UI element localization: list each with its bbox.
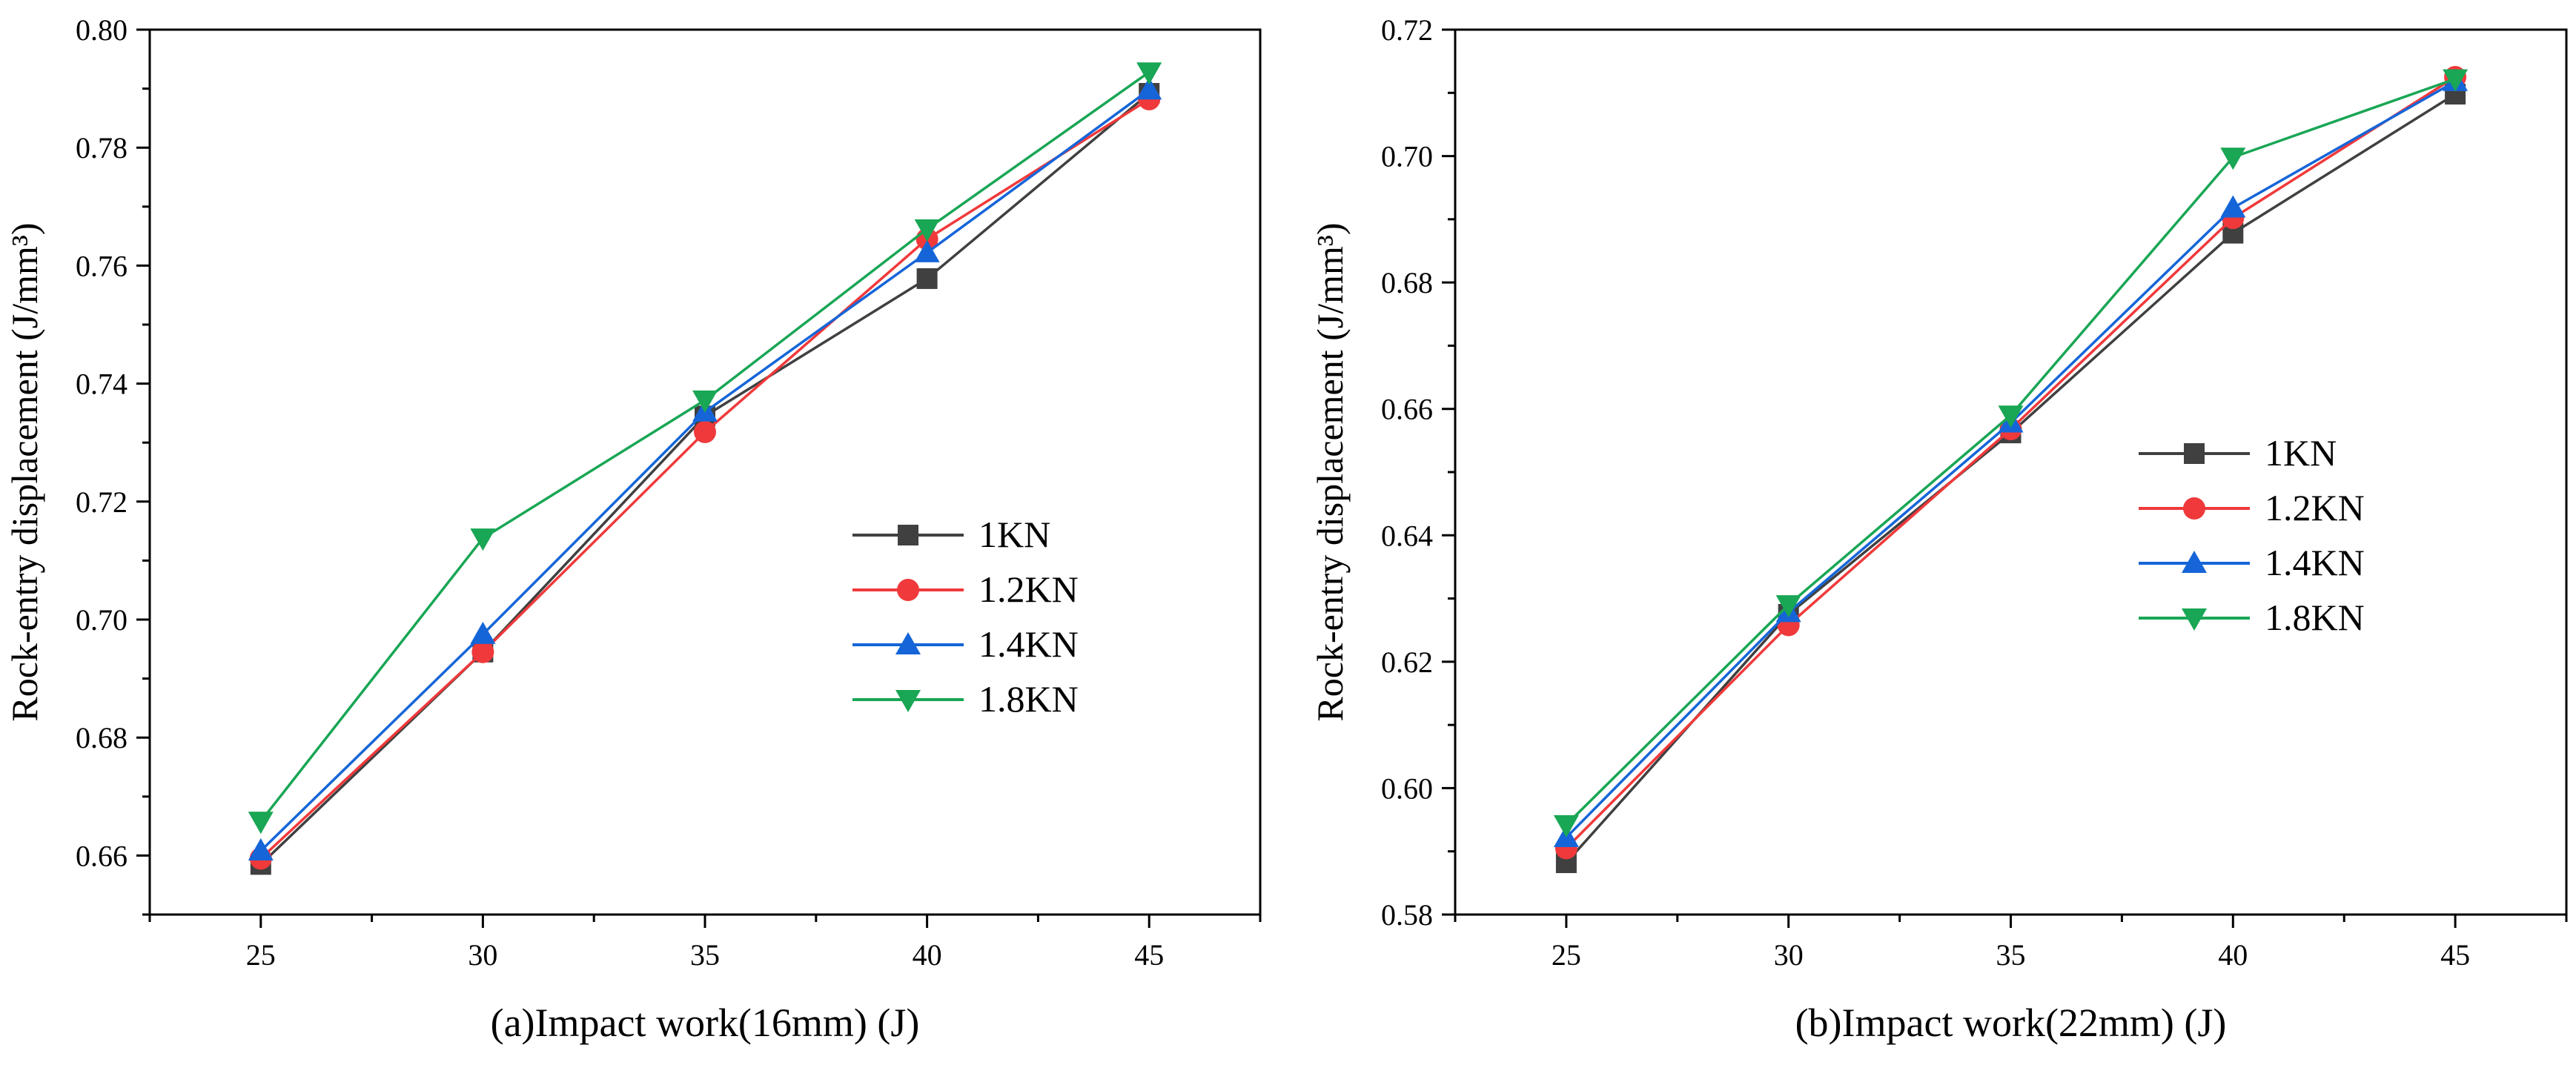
y-axis-label: Rock-entry displacement (J/mm³): [4, 222, 45, 721]
data-point: [1775, 595, 1801, 618]
x-tick-label: 35: [690, 938, 720, 972]
legend-label: 1.2KN: [979, 568, 1079, 610]
legend-item: 1KN: [852, 514, 1050, 555]
y-tick-label: 0.58: [1381, 898, 1433, 932]
data-point: [248, 812, 274, 835]
x-tick-label: 40: [913, 938, 942, 972]
data-point: [694, 420, 716, 443]
legend-marker: [2182, 551, 2207, 573]
plot-frame: [148, 28, 1262, 916]
y-tick-label: 0.78: [76, 131, 128, 165]
legend-label: 1.8KN: [2265, 597, 2365, 638]
series-line: [1565, 93, 2457, 864]
data-point: [1998, 405, 2024, 428]
x-tick-label: 25: [246, 938, 276, 972]
legend: 1KN 1.2KN 1.4KN 1.8KN: [852, 514, 1079, 720]
legend-item: 1.2KN: [2139, 487, 2365, 528]
x-tick-label: 30: [468, 938, 497, 972]
x-axis-label: (a)Impact work(16mm) (J): [491, 1001, 920, 1045]
data-point: [914, 219, 940, 242]
legend-marker: [2184, 443, 2205, 464]
data-point: [2443, 69, 2469, 92]
legend-item: 1.8KN: [852, 678, 1079, 720]
x-tick-label: 45: [2440, 938, 2470, 972]
legend: 1KN 1.2KN 1.4KN 1.8KN: [2139, 432, 2365, 638]
legend-item: 1.4KN: [852, 623, 1079, 665]
series-1KN: [250, 82, 1160, 875]
data-point: [471, 640, 494, 663]
y-tick-label: 0.72: [1381, 13, 1433, 47]
legend-marker: [895, 690, 921, 712]
series-1.8KN: [1553, 69, 2469, 837]
y-tick-label: 0.70: [76, 603, 128, 637]
legend-item: 1.2KN: [852, 568, 1079, 610]
series-line: [259, 92, 1150, 866]
y-tick-label: 0.62: [1381, 646, 1433, 679]
y-tick-label: 0.72: [76, 485, 128, 519]
y-tick-label: 0.66: [1381, 393, 1433, 426]
legend-item: 1.4KN: [2139, 542, 2365, 583]
data-point: [1136, 77, 1162, 100]
series-1.2KN: [249, 87, 1161, 870]
legend-label: 1KN: [2265, 432, 2337, 474]
x-tick-label: 45: [1134, 938, 1164, 972]
y-tick-label: 0.76: [76, 249, 128, 282]
legend-marker: [895, 632, 921, 654]
data-point: [470, 621, 496, 644]
y-tick-label: 0.68: [1381, 266, 1433, 299]
legend-marker: [2182, 608, 2207, 631]
y-tick-label: 0.64: [1381, 519, 1433, 552]
data-point: [1136, 62, 1162, 85]
data-point: [692, 390, 718, 413]
y-tick-label: 0.74: [76, 368, 128, 401]
panel-a: 25 30 35 40 45 0.66 0.68 0.70 0.72 0.74 0.76 0.78 0.…: [4, 13, 1262, 1045]
legend-label: 1.4KN: [979, 623, 1079, 665]
legend-marker: [2183, 497, 2205, 520]
x-tick-label: 35: [1996, 938, 2026, 972]
data-point: [1553, 814, 1579, 837]
x-tick-label: 30: [1774, 938, 1804, 972]
legend-label: 1.2KN: [2265, 487, 2365, 528]
y-axis-label: Rock-entry displacement (J/mm³): [1309, 222, 1351, 721]
data-point: [248, 838, 274, 861]
data-point: [914, 239, 940, 262]
x-tick-label: 40: [2218, 938, 2248, 972]
legend-item: 1.8KN: [2139, 597, 2365, 638]
x-tick-label: 25: [1552, 938, 1581, 972]
legend-label: 1.4KN: [2265, 542, 2365, 583]
series-line: [259, 98, 1150, 860]
y-tick-label: 0.70: [1381, 140, 1433, 173]
data-point: [2220, 195, 2246, 218]
y-tick-label: 0.66: [76, 839, 128, 872]
data-point: [2220, 147, 2246, 170]
series-1KN: [1555, 83, 2466, 874]
legend-marker: [897, 579, 919, 601]
legend-label: 1.8KN: [979, 678, 1079, 720]
data-point: [470, 528, 496, 551]
panel-b: 25 30 35 40 45 0.58 0.60 0.62 0.64 0.66 0.68 0.70 0.…: [1309, 13, 2568, 1045]
series-1.8KN: [248, 62, 1162, 835]
y-tick-label: 0.80: [76, 13, 128, 47]
data-point: [916, 268, 938, 289]
x-axis-label: (b)Impact work(22mm) (J): [1795, 1001, 2227, 1045]
y-tick-label: 0.68: [76, 721, 128, 754]
legend-marker: [898, 525, 918, 545]
y-tick-label: 0.60: [1381, 772, 1433, 805]
legend-item: 1KN: [2139, 432, 2337, 474]
legend-label: 1KN: [979, 514, 1050, 555]
